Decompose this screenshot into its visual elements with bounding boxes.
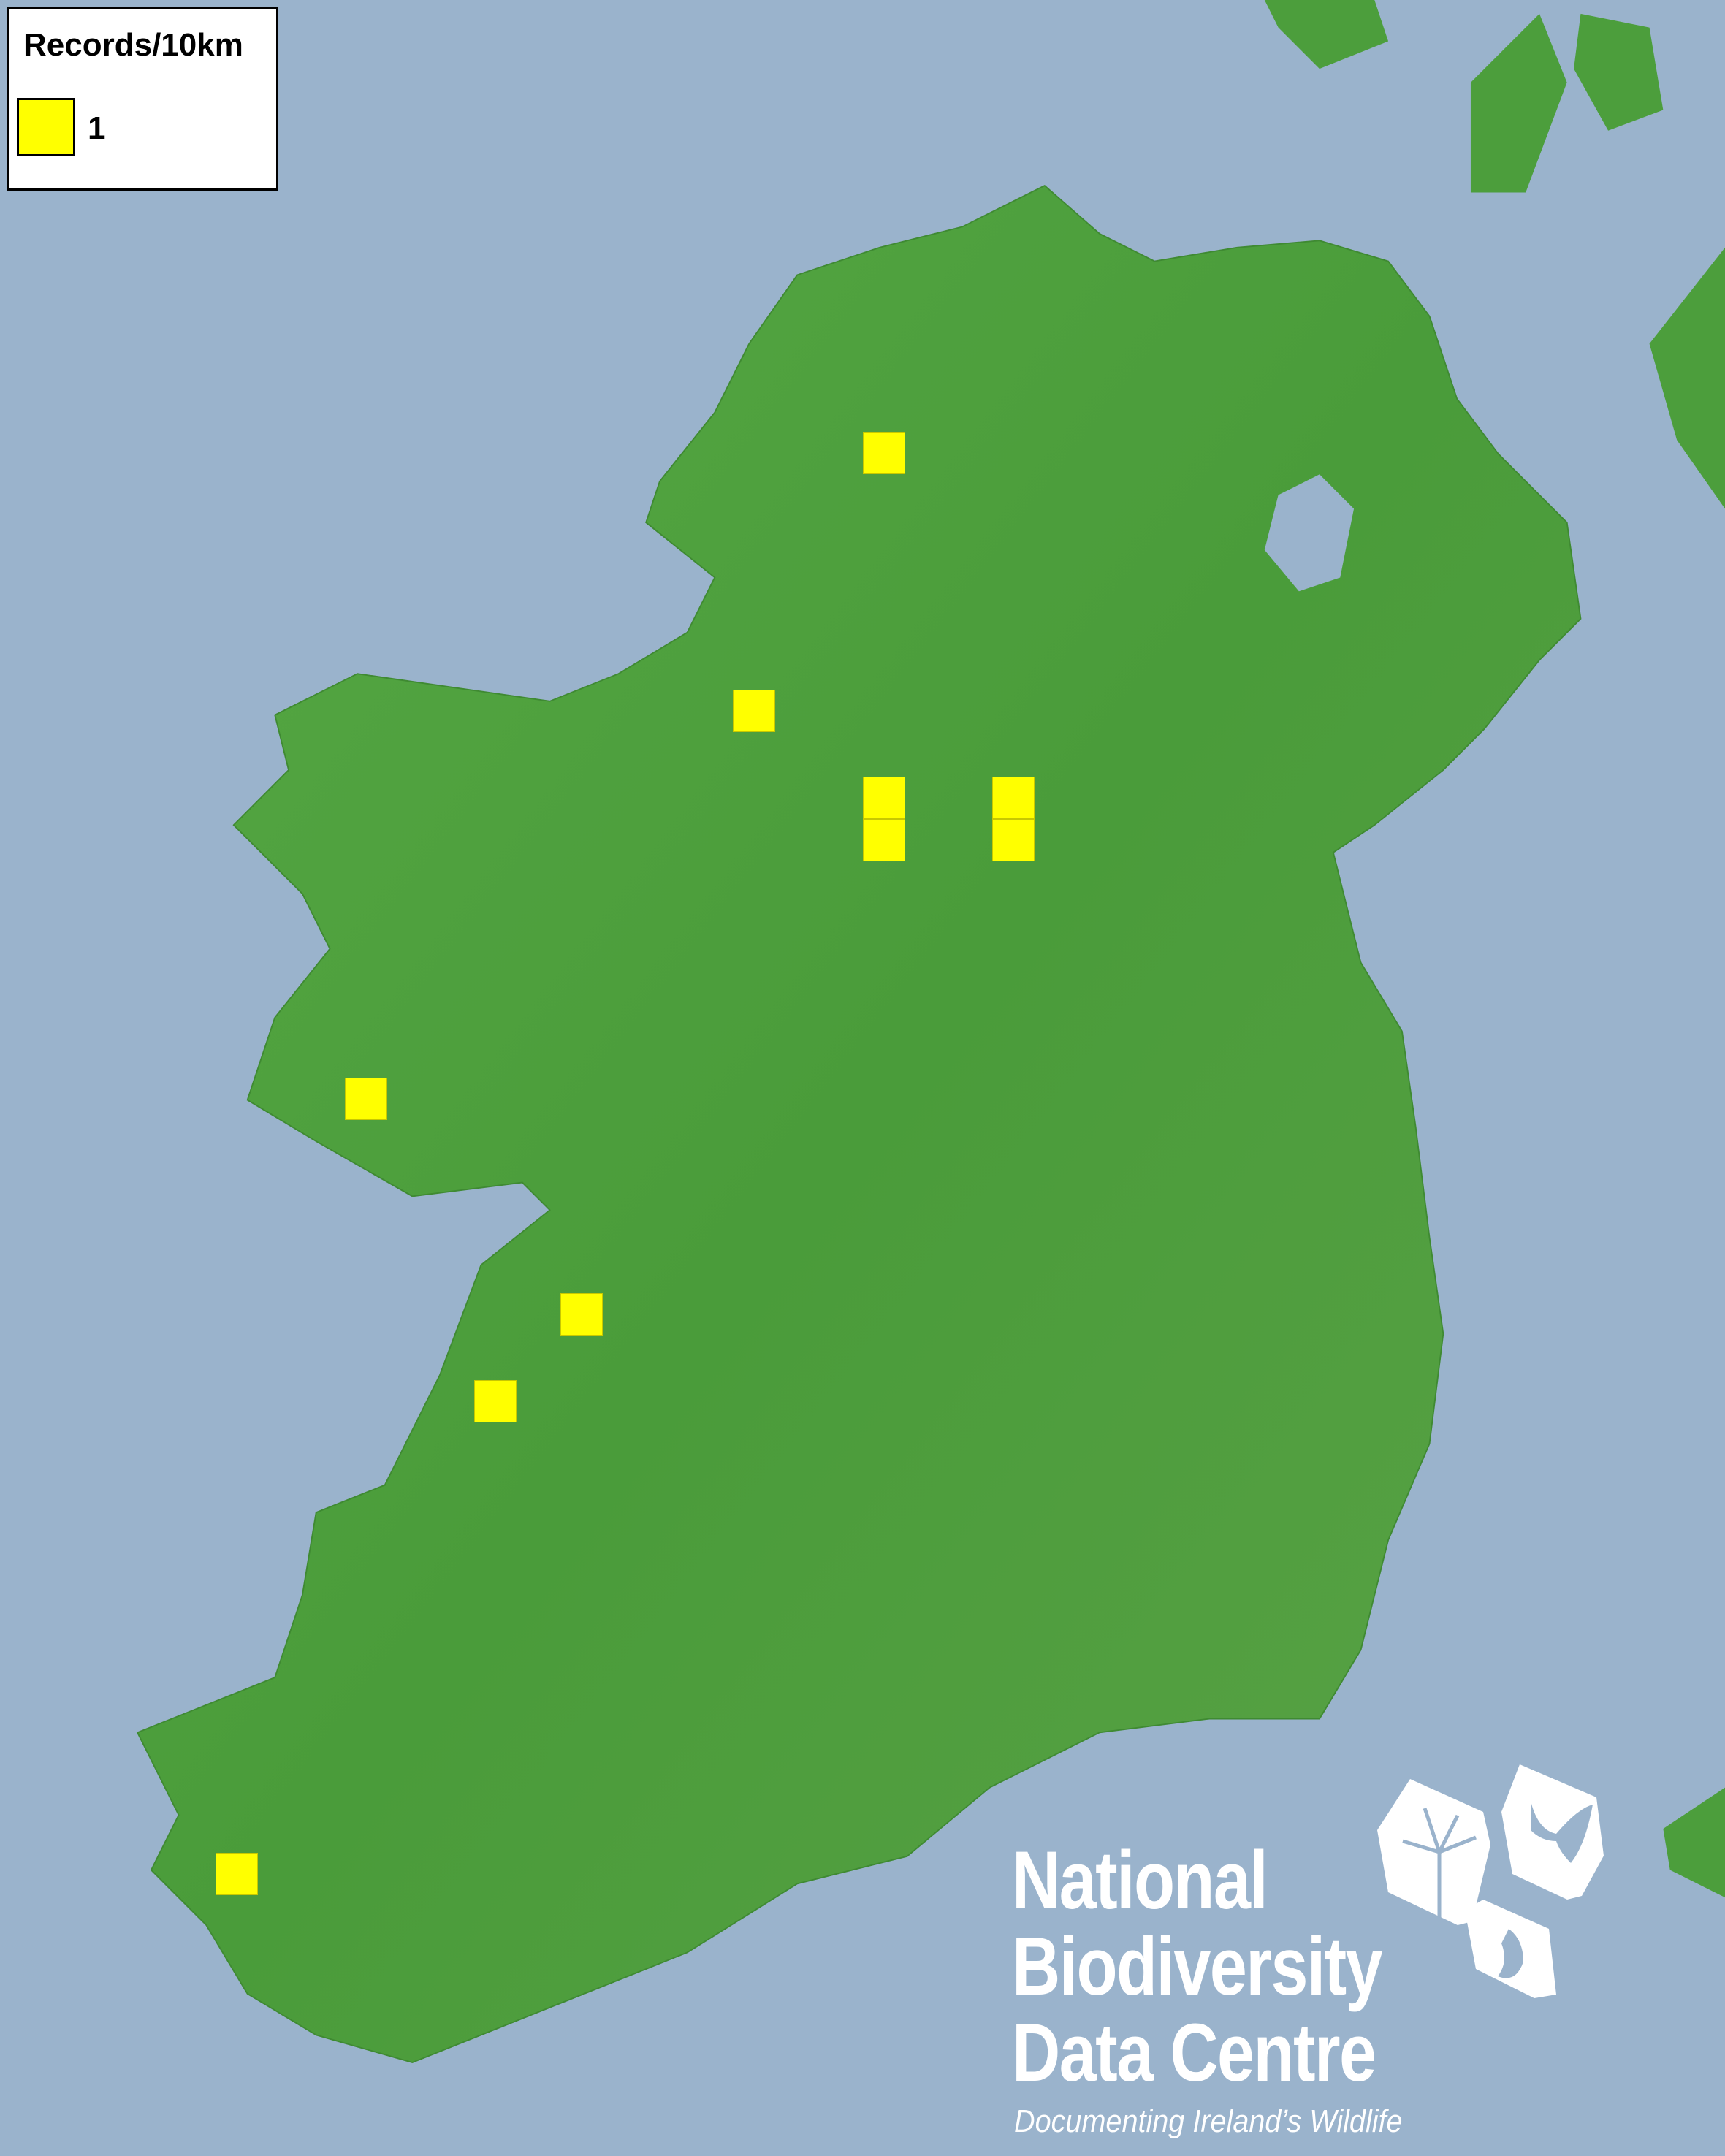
record-cell [863, 777, 905, 819]
plant-icon [1377, 1779, 1490, 1925]
butterfly-icon [1501, 1764, 1604, 1900]
record-cell [992, 819, 1035, 861]
legend: Records/10km 1 [7, 7, 278, 191]
logo-hexagons [1377, 1764, 1604, 1998]
logo-tagline: Documenting Ireland’s Wildlife [1014, 2103, 1403, 2139]
legend-label-1: 1 [88, 110, 106, 146]
seahorse-icon [1465, 1900, 1556, 1998]
record-cell [560, 1293, 603, 1336]
record-cell [992, 777, 1035, 819]
record-cell [216, 1853, 258, 1895]
record-cell [863, 432, 905, 474]
record-cell [474, 1380, 517, 1422]
logo-line-biodiversity: Biodiversity [1012, 1921, 1383, 2012]
logo-line-national: National [1012, 1835, 1268, 1926]
record-cell [863, 819, 905, 861]
logo-line-data-centre: Data Centre [1012, 2007, 1376, 2098]
record-cell [345, 1078, 387, 1120]
ireland-landmass [136, 184, 1582, 2064]
lough-neagh [1264, 474, 1355, 592]
legend-title: Records/10km [23, 27, 243, 63]
legend-swatch-1 [17, 98, 75, 156]
record-cell [733, 690, 775, 732]
